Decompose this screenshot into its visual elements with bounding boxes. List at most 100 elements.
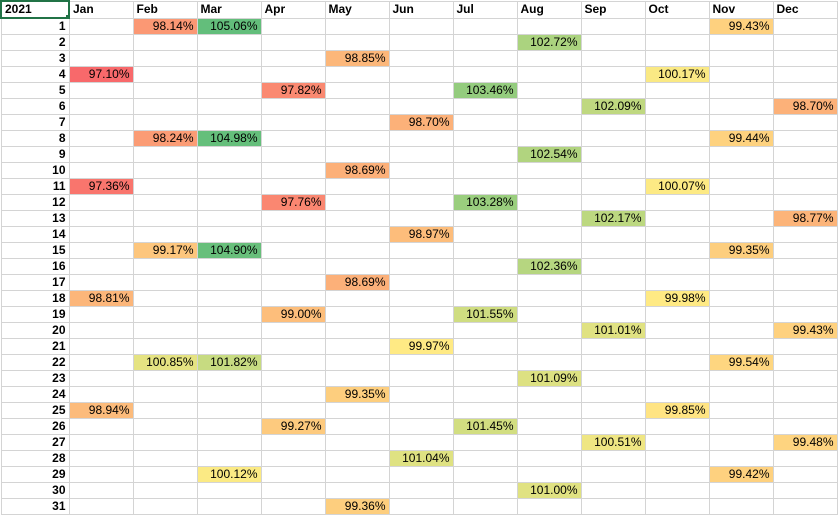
value-cell[interactable] (452, 34, 518, 51)
value-cell[interactable] (452, 450, 518, 467)
value-cell[interactable] (772, 17, 838, 35)
value-cell[interactable] (260, 386, 326, 403)
value-cell[interactable] (260, 66, 326, 83)
value-cell[interactable] (68, 50, 134, 67)
value-cell[interactable] (388, 290, 454, 307)
value-cell[interactable] (324, 194, 390, 211)
value-cell[interactable]: 105.06% (196, 17, 262, 35)
value-cell[interactable] (388, 354, 454, 371)
day-label-cell[interactable]: 10 (0, 162, 70, 179)
value-cell[interactable] (324, 66, 390, 83)
month-header-aug[interactable]: Aug (516, 0, 582, 19)
value-cell[interactable] (772, 146, 838, 163)
value-cell[interactable] (516, 242, 582, 259)
value-cell[interactable] (196, 146, 262, 163)
day-label-cell[interactable]: 26 (0, 418, 70, 435)
value-cell[interactable] (68, 34, 134, 51)
value-cell[interactable] (132, 226, 198, 243)
month-header-feb[interactable]: Feb (132, 0, 198, 19)
month-header-jan[interactable]: Jan (68, 0, 134, 19)
day-label-cell[interactable]: 21 (0, 338, 70, 355)
value-cell[interactable] (324, 98, 390, 115)
value-cell[interactable] (260, 274, 326, 291)
value-cell[interactable] (388, 242, 454, 259)
value-cell[interactable] (196, 450, 262, 467)
value-cell[interactable] (452, 466, 518, 483)
value-cell[interactable] (452, 226, 518, 243)
day-label-cell[interactable]: 9 (0, 146, 70, 163)
value-cell[interactable] (132, 306, 198, 323)
value-cell[interactable] (708, 82, 774, 99)
value-cell[interactable] (132, 50, 198, 67)
value-cell[interactable] (580, 82, 646, 99)
value-cell[interactable] (68, 162, 134, 179)
value-cell[interactable] (196, 386, 262, 403)
value-cell[interactable] (324, 466, 390, 483)
value-cell[interactable] (516, 354, 582, 371)
day-label-cell[interactable]: 31 (0, 498, 70, 515)
value-cell[interactable] (132, 274, 198, 291)
value-cell[interactable] (132, 402, 198, 419)
value-cell[interactable] (388, 146, 454, 163)
value-cell[interactable] (708, 146, 774, 163)
value-cell[interactable] (196, 402, 262, 419)
value-cell[interactable] (324, 482, 390, 499)
value-cell[interactable] (452, 130, 518, 147)
month-header-apr[interactable]: Apr (260, 0, 326, 19)
value-cell[interactable] (452, 146, 518, 163)
value-cell[interactable] (516, 162, 582, 179)
value-cell[interactable] (260, 466, 326, 483)
value-cell[interactable] (644, 482, 710, 499)
value-cell[interactable] (260, 450, 326, 467)
value-cell[interactable] (772, 466, 838, 483)
value-cell[interactable] (452, 98, 518, 115)
value-cell[interactable] (196, 418, 262, 435)
value-cell[interactable] (580, 274, 646, 291)
value-cell[interactable] (68, 82, 134, 99)
value-cell[interactable] (516, 290, 582, 307)
value-cell[interactable]: 102.72% (516, 34, 582, 51)
value-cell[interactable] (324, 306, 390, 323)
value-cell[interactable] (260, 402, 326, 419)
value-cell[interactable] (260, 114, 326, 131)
value-cell[interactable] (772, 290, 838, 307)
value-cell[interactable] (452, 178, 518, 195)
value-cell[interactable] (516, 274, 582, 291)
value-cell[interactable] (580, 66, 646, 83)
value-cell[interactable] (516, 338, 582, 355)
value-cell[interactable] (196, 82, 262, 99)
value-cell[interactable] (452, 338, 518, 355)
value-cell[interactable] (516, 434, 582, 451)
value-cell[interactable] (132, 98, 198, 115)
value-cell[interactable]: 99.42% (708, 466, 774, 483)
value-cell[interactable] (580, 498, 646, 515)
value-cell[interactable] (196, 258, 262, 275)
value-cell[interactable]: 99.00% (260, 306, 326, 323)
value-cell[interactable] (516, 498, 582, 515)
value-cell[interactable]: 99.43% (772, 322, 838, 339)
value-cell[interactable] (708, 498, 774, 515)
value-cell[interactable] (260, 178, 326, 195)
value-cell[interactable] (260, 17, 326, 35)
value-cell[interactable] (644, 226, 710, 243)
value-cell[interactable] (772, 354, 838, 371)
value-cell[interactable] (772, 418, 838, 435)
value-cell[interactable] (324, 130, 390, 147)
value-cell[interactable]: 99.35% (324, 386, 390, 403)
value-cell[interactable] (132, 466, 198, 483)
value-cell[interactable]: 99.48% (772, 434, 838, 451)
value-cell[interactable] (708, 450, 774, 467)
value-cell[interactable] (260, 242, 326, 259)
day-label-cell[interactable]: 30 (0, 482, 70, 499)
value-cell[interactable]: 98.97% (388, 226, 454, 243)
value-cell[interactable] (196, 498, 262, 515)
value-cell[interactable] (68, 354, 134, 371)
value-cell[interactable] (388, 98, 454, 115)
value-cell[interactable] (708, 178, 774, 195)
value-cell[interactable] (580, 50, 646, 67)
value-cell[interactable] (452, 114, 518, 131)
value-cell[interactable] (68, 322, 134, 339)
value-cell[interactable] (580, 338, 646, 355)
month-header-sep[interactable]: Sep (580, 0, 646, 19)
value-cell[interactable] (324, 17, 390, 35)
